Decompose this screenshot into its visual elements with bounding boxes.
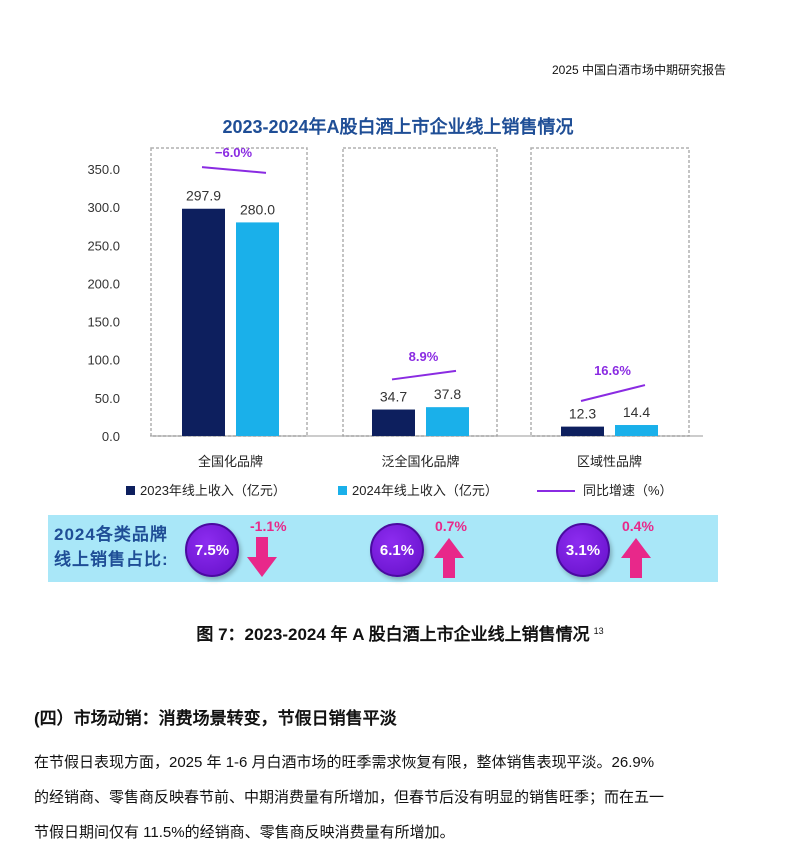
bar-chart: 2023-2024年A股白酒上市企业线上销售情况 350.0 300.0 250.0 2… xyxy=(87,116,703,498)
data-label: 34.7 xyxy=(380,389,407,405)
figure: 2023-2024年A股白酒上市企业线上销售情况 350.0 300.0 250.0 2… xyxy=(48,116,718,582)
growth-line xyxy=(201,166,267,174)
share-change: 0.4% xyxy=(622,518,654,534)
x-tick-label: 区域性品牌 xyxy=(577,454,642,469)
y-tick-label: 200.0 xyxy=(87,276,120,291)
bar xyxy=(426,407,469,436)
y-tick-label: 300.0 xyxy=(87,200,120,215)
up-arrow-icon xyxy=(621,538,651,578)
share-panel: 2024各类品牌 线上销售占比: 7.5% -1.1% 6.1% 0.7% 3.… xyxy=(48,515,718,582)
data-label: 14.4 xyxy=(623,404,650,420)
data-label: 297.9 xyxy=(186,188,221,204)
growth-label: 16.6% xyxy=(594,363,631,378)
y-tick-label: 50.0 xyxy=(95,391,120,406)
caption-footnote: 13 xyxy=(593,626,604,636)
x-tick-label: 全国化品牌 xyxy=(198,454,263,469)
legend-label: 2023年线上收入（亿元） xyxy=(140,483,286,498)
section-heading: (四）市场动销：消费场景转变，节假日销售平淡 xyxy=(34,709,397,728)
growth-line xyxy=(580,384,646,402)
share-circle: 6.1% xyxy=(370,523,424,577)
body-paragraph: 在节假日表现方面，2025 年 1-6 月白酒市场的旺季需求恢复有限，整体销售表… xyxy=(34,745,734,850)
share-circle: 3.1% xyxy=(556,523,610,577)
paragraph-line: 在节假日表现方面，2025 年 1-6 月白酒市场的旺季需求恢复有限，整体销售表… xyxy=(34,754,655,771)
down-arrow-icon xyxy=(247,537,277,577)
bar xyxy=(615,425,658,436)
share-title-line2: 线上销售占比: xyxy=(54,550,169,569)
legend-label: 同比增速（%） xyxy=(583,483,673,498)
growth-label: 8.9% xyxy=(409,349,439,364)
bar xyxy=(372,409,415,436)
share-change: 0.7% xyxy=(435,518,467,534)
bar xyxy=(236,222,279,436)
group-frame xyxy=(150,147,308,437)
report-header: 2025 中国白酒市场中期研究报告 xyxy=(551,63,726,77)
share-panel-title: 2024各类品牌 线上销售占比: xyxy=(54,522,176,572)
bar xyxy=(561,426,604,436)
growth-line xyxy=(391,369,457,381)
legend-label: 2024年线上收入（亿元） xyxy=(352,483,498,498)
y-tick-label: 150.0 xyxy=(87,315,120,330)
data-label: 280.0 xyxy=(240,201,275,217)
share-circle: 7.5% xyxy=(185,523,239,577)
chart-title: 2023-2024年A股白酒上市企业线上销售情况 xyxy=(222,116,573,137)
legend-swatch xyxy=(126,486,135,495)
paragraph-line: 的经销商、零售商反映春节前、中期消费量有所增加，但春节后没有明显的销售旺季；而在… xyxy=(34,789,665,806)
caption-text: 图 7：2023-2024 年 A 股白酒上市企业线上销售情况 xyxy=(196,625,590,644)
share-title-line1: 2024各类品牌 xyxy=(54,525,168,544)
group-frame xyxy=(342,147,498,437)
y-tick-label: 350.0 xyxy=(87,162,120,177)
paragraph-line: 节假日期间仅有 11.5%的经销商、零售商反映消费量有所增加。 xyxy=(34,824,455,841)
x-tick-label: 泛全国化品牌 xyxy=(381,454,459,469)
growth-label: −6.0% xyxy=(215,145,253,160)
y-tick-label: 0.0 xyxy=(102,429,120,444)
bar xyxy=(182,208,225,436)
data-label: 37.8 xyxy=(434,386,461,402)
y-tick-label: 100.0 xyxy=(87,353,120,368)
up-arrow-icon xyxy=(434,538,464,578)
legend-swatch xyxy=(338,486,347,495)
data-label: 12.3 xyxy=(569,406,596,422)
figure-caption: 图 7：2023-2024 年 A 股白酒上市企业线上销售情况 13 xyxy=(0,620,800,645)
y-tick-label: 250.0 xyxy=(87,238,120,253)
share-change: -1.1% xyxy=(250,518,287,534)
